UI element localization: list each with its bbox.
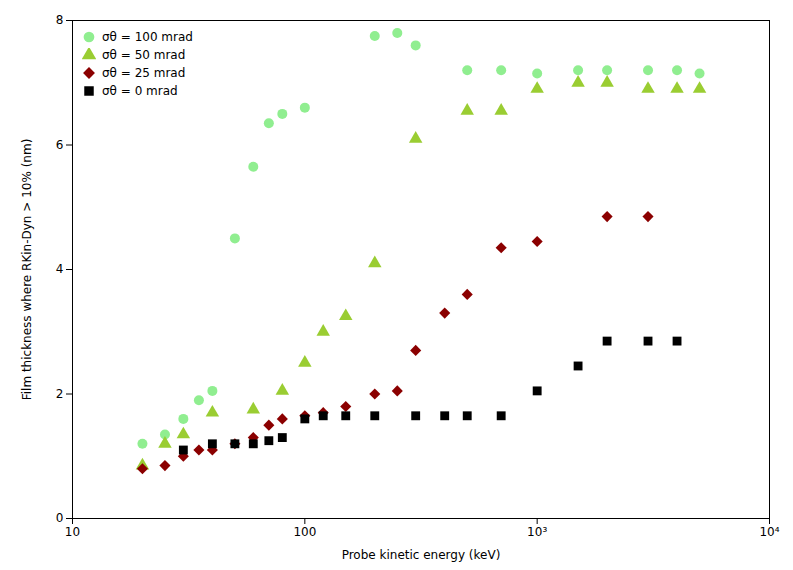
html-text:σθ = 100 mrad: σθ = 100 mrad bbox=[102, 30, 193, 44]
html-text:σθ = 50 mrad: σθ = 50 mrad bbox=[102, 48, 186, 62]
svg-text:2: 2 bbox=[56, 387, 64, 401]
svg-text:0: 0 bbox=[56, 511, 64, 525]
svg-text:Film thickness where RKin-Dyn: Film thickness where RKin-Dyn > 10% (nm) bbox=[20, 139, 34, 401]
svg-text:10³: 10³ bbox=[527, 525, 547, 539]
svg-text:4: 4 bbox=[56, 262, 64, 276]
svg-text:10: 10 bbox=[65, 525, 80, 539]
svg-text:100: 100 bbox=[293, 525, 316, 539]
svg-text:10⁴: 10⁴ bbox=[759, 525, 779, 539]
html-text:σθ = 25 mrad: σθ = 25 mrad bbox=[102, 66, 186, 80]
svg-text:6: 6 bbox=[56, 138, 64, 152]
svg-text:Probe kinetic energy (keV): Probe kinetic energy (keV) bbox=[342, 548, 501, 562]
svg-text:8: 8 bbox=[56, 13, 64, 27]
html-text:σθ = 0 mrad: σθ = 0 mrad bbox=[102, 84, 178, 98]
